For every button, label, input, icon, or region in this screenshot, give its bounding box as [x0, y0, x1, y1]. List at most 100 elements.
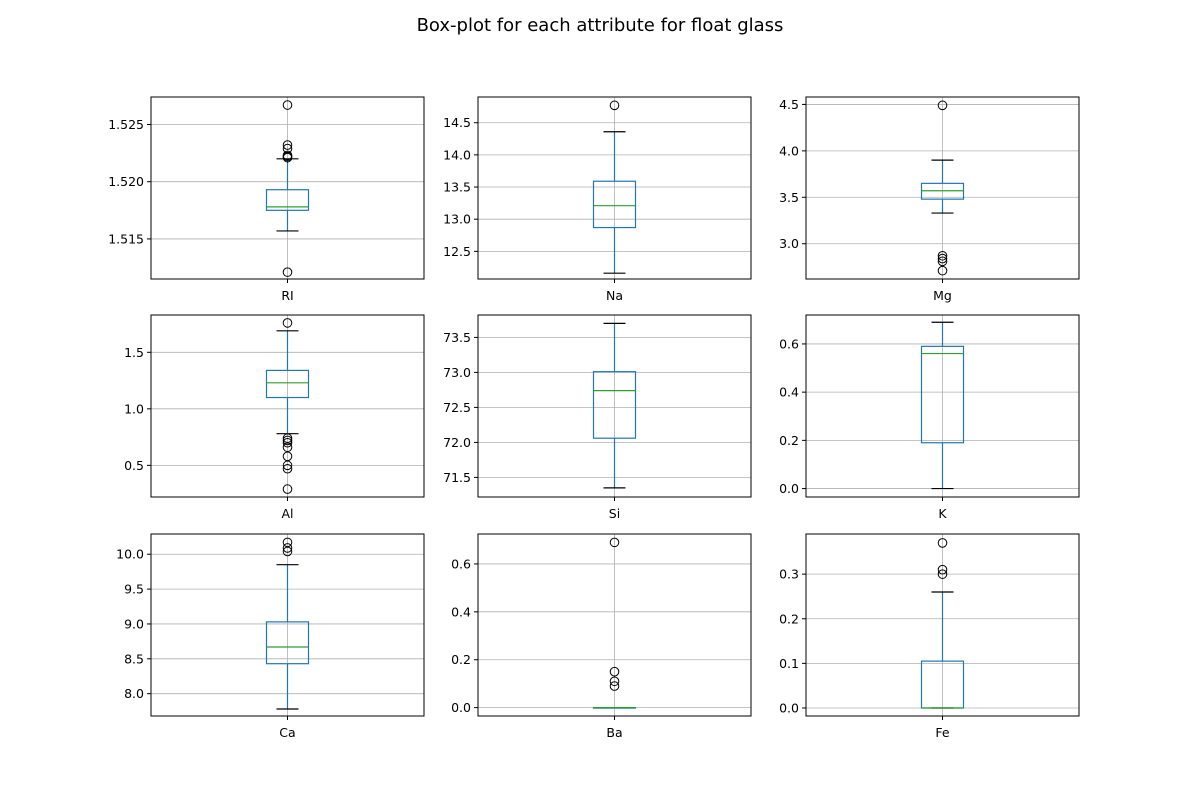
tick-label-y: 0.0	[779, 481, 799, 496]
panel-ba: 0.0 0.2 0.4 0.6 Ba	[451, 533, 752, 740]
outlier-point	[937, 100, 948, 111]
tick-label-y: 13.5	[443, 180, 471, 195]
axes-frame	[477, 96, 752, 280]
outlier-point	[282, 484, 293, 494]
tick-label-y: 14.5	[443, 115, 471, 130]
outlier-point	[937, 564, 948, 575]
tick-label-y: 72.5	[443, 400, 471, 415]
category-label: RI	[281, 288, 293, 303]
tick-label-y: 14.0	[443, 147, 471, 162]
outlier-point	[282, 143, 293, 154]
tick-label-y: 1.525	[108, 117, 144, 132]
tick-label-y: 8.0	[124, 686, 144, 701]
outlier-point	[282, 463, 293, 474]
tick-label-y: 8.5	[124, 651, 144, 666]
outlier-point	[609, 676, 620, 687]
iqr-box	[592, 180, 637, 229]
category-label: Ba	[606, 725, 622, 740]
iqr-box	[592, 371, 637, 439]
tick-label-y: 4.5	[779, 97, 799, 112]
tick-label-y: 0.2	[451, 652, 471, 667]
axes-frame	[150, 314, 425, 498]
tick-label-y: 9.5	[124, 582, 144, 597]
panel-si: 71.5 72.0 72.5 73.0 73.5 Si	[443, 314, 752, 521]
tick-label-y: 0.4	[779, 385, 799, 400]
tick-label-y: 0.2	[779, 433, 799, 448]
outlier-point	[609, 100, 620, 111]
outlier-point	[282, 318, 293, 328]
axes-frame	[805, 314, 1080, 498]
outlier-point	[937, 569, 948, 579]
category-label: K	[938, 506, 947, 521]
iqr-box	[920, 345, 965, 444]
tick-label-y: 72.0	[443, 435, 471, 450]
outlier-point	[282, 435, 293, 446]
outlier-point	[282, 460, 293, 471]
outlier-point	[937, 256, 948, 267]
tick-label-y: 3.5	[779, 190, 799, 205]
outlier-point	[282, 152, 293, 163]
panel-na: 12.5 13.0 13.5 14.0 14.5 Na	[443, 96, 752, 303]
tick-label-y: 13.0	[443, 212, 471, 227]
panel-mg: 3.0 3.5 4.0 4.5 Mg	[779, 96, 1080, 303]
category-label: Fe	[935, 725, 950, 740]
category-label: Al	[281, 506, 293, 521]
outlier-point	[282, 100, 293, 110]
panel-ri: 1.515 1.520 1.525 RI	[108, 96, 425, 303]
tick-label-y: 12.5	[443, 244, 471, 259]
tick-label-y: 1.5	[124, 345, 144, 360]
tick-label-y: 0.6	[451, 556, 471, 571]
outlier-point	[282, 546, 293, 557]
axes-frame	[477, 314, 752, 498]
outlier-point	[282, 267, 293, 277]
panel-al: 0.5 1.0 1.5 Al	[124, 314, 425, 521]
tick-label-y: 0.6	[779, 336, 799, 351]
tick-label-y: 1.0	[124, 401, 144, 416]
outlier-point	[609, 666, 620, 677]
iqr-box	[265, 189, 310, 211]
tick-label-y: 9.0	[124, 616, 144, 631]
tick-label-y: 73.0	[443, 365, 471, 380]
outlier-point	[937, 250, 948, 261]
category-label: Mg	[933, 288, 952, 303]
category-label: Si	[609, 506, 620, 521]
tick-label-y: 0.3	[779, 567, 799, 582]
panel-ca: 8.0 8.5 9.0 9.5 10.0 Ca	[116, 533, 425, 740]
iqr-box	[265, 621, 310, 665]
iqr-box	[265, 369, 310, 399]
axes-frame	[805, 533, 1080, 717]
outlier-point	[937, 538, 948, 548]
subplot-grid: 1.515 1.520 1.525 RI 12.5 13.0 13.5 14.0 14.5 Na 3…	[108, 96, 1080, 740]
tick-label-y: 0.0	[779, 700, 799, 715]
axes-frame	[150, 96, 425, 280]
tick-label-y: 0.2	[779, 611, 799, 626]
outlier-point	[609, 681, 620, 691]
panel-fe: 0.0 0.1 0.2 0.3 Fe	[779, 533, 1080, 740]
tick-label-y: 3.0	[779, 236, 799, 251]
axes-frame	[477, 533, 752, 717]
outlier-point	[282, 140, 293, 150]
tick-label-y: 73.5	[443, 330, 471, 345]
tick-label-y: 1.515	[108, 231, 144, 246]
axes-frame	[150, 533, 425, 717]
category-label: Ca	[279, 725, 295, 740]
tick-label-y: 0.1	[779, 656, 799, 671]
outlier-point	[609, 537, 620, 548]
tick-label-y: 1.520	[108, 174, 144, 189]
outlier-point	[282, 437, 293, 448]
tick-label-y: 71.5	[443, 470, 471, 485]
panel-k: 0.0 0.2 0.4 0.6 K	[779, 314, 1080, 521]
axes-frame	[805, 96, 1080, 280]
category-label: Na	[606, 288, 623, 303]
outlier-point	[282, 543, 293, 553]
tick-label-y: 0.4	[451, 604, 471, 619]
figure-title: Box-plot for each attribute for float gl…	[417, 15, 784, 36]
tick-label-y: 0.0	[451, 700, 471, 715]
tick-label-y: 0.5	[124, 458, 144, 473]
tick-label-y: 10.0	[116, 547, 144, 562]
tick-label-y: 4.0	[779, 143, 799, 158]
outlier-point	[937, 265, 948, 276]
outlier-point	[282, 150, 293, 161]
outlier-point	[937, 253, 948, 264]
